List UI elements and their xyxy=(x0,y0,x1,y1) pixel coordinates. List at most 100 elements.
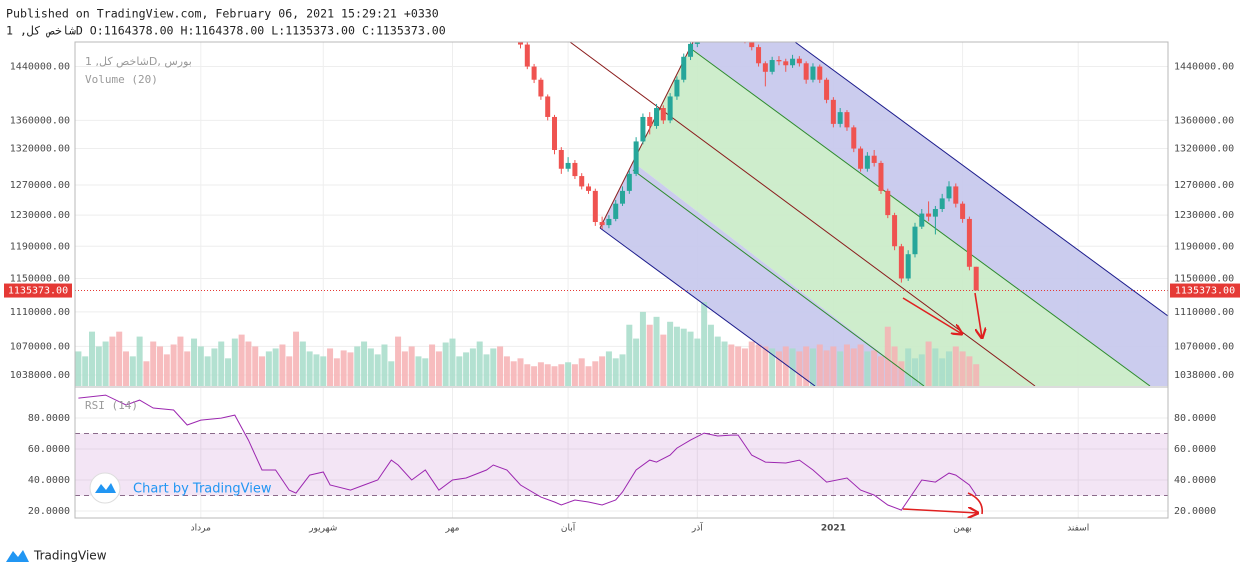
volume-bar xyxy=(109,336,116,386)
volume-bar xyxy=(769,348,776,386)
watermark-logo xyxy=(89,472,121,504)
candle-body xyxy=(620,190,626,204)
volume-bar xyxy=(510,361,517,386)
volume-bar xyxy=(340,350,347,386)
rsi-band xyxy=(75,433,1168,496)
y-tick-label: 20.0000 xyxy=(1174,506,1216,517)
candle-body xyxy=(579,176,585,187)
last-price-label: 1135373.00 xyxy=(1175,286,1235,297)
price-label-bg xyxy=(4,283,72,298)
volume-bar xyxy=(939,358,946,386)
volume-bar xyxy=(673,326,680,386)
candle-body xyxy=(558,149,564,169)
volume-bar xyxy=(95,346,102,386)
candle-body xyxy=(756,47,762,64)
candle-body xyxy=(783,61,789,66)
volume-bar xyxy=(932,348,939,386)
volume-bar xyxy=(803,346,810,386)
x-tick-label: اسفند xyxy=(1067,524,1089,534)
candle-body xyxy=(633,141,639,174)
volume-bar xyxy=(170,344,177,386)
volume-bar xyxy=(272,348,279,386)
header-line: شاخص کل, 1D O:1164378.00 H:1164378.00 L:… xyxy=(6,24,446,39)
volume-bar xyxy=(898,361,905,386)
candle-body xyxy=(837,112,843,124)
candle-body xyxy=(796,58,802,64)
volume-bar xyxy=(911,358,918,386)
candle-body xyxy=(626,173,632,191)
watermark: Chart by TradingView xyxy=(89,472,272,504)
candle-body xyxy=(647,116,653,126)
channel-band xyxy=(633,48,1150,386)
candle-body xyxy=(722,19,727,22)
volume-bar xyxy=(735,346,742,386)
volume-bar xyxy=(259,356,266,386)
volume-bar xyxy=(361,341,368,386)
candle-body xyxy=(892,215,898,247)
candle-body xyxy=(858,148,864,169)
candle-body xyxy=(953,186,959,204)
candle-body xyxy=(769,60,775,72)
candle-body xyxy=(599,222,605,226)
volume-bar xyxy=(871,350,878,386)
volume-bar xyxy=(150,341,157,386)
candle-body xyxy=(545,96,551,117)
volume-bar xyxy=(395,336,402,386)
candle-body xyxy=(736,25,741,29)
volume-bar xyxy=(728,344,735,386)
y-tick-label: 20.0000 xyxy=(28,506,70,517)
candle-body xyxy=(660,108,666,121)
candle-body xyxy=(864,155,870,169)
candle-body xyxy=(531,66,537,80)
volume-bar xyxy=(524,364,531,386)
candle-body xyxy=(912,226,918,255)
volume-bar xyxy=(191,338,198,386)
volume-bar xyxy=(89,331,96,386)
candle-body xyxy=(851,127,857,149)
volume-bar xyxy=(891,346,898,386)
volume-bar xyxy=(483,354,490,386)
candle-body xyxy=(810,66,816,80)
volume-bar xyxy=(687,331,694,386)
candle-body xyxy=(688,43,694,57)
rsi-line xyxy=(78,394,977,511)
volume-bar xyxy=(82,356,89,386)
candle-body xyxy=(552,116,558,150)
volume-bar xyxy=(830,346,837,386)
x-tick-label: شهریور xyxy=(308,524,337,534)
candle-body xyxy=(932,208,938,217)
volume-bar xyxy=(884,326,891,386)
y-tick-label: 40.0000 xyxy=(28,475,70,486)
x-tick-label: بهمن xyxy=(953,524,972,534)
volume-bar xyxy=(177,336,184,386)
y-tick-label: 1038000.00 xyxy=(10,370,70,381)
axes: مرداد شهریور مهر آبان آذر 2021 بهمن اسفند 103800… xyxy=(4,62,1240,534)
volume-bar xyxy=(218,341,225,386)
volume-bar xyxy=(225,358,232,386)
candle-body xyxy=(586,186,592,191)
volume-bar xyxy=(558,364,565,386)
header-line: Published on TradingView.com, February 0… xyxy=(6,7,439,21)
volume-bar xyxy=(796,351,803,386)
volume-bar xyxy=(585,366,592,386)
candle-body xyxy=(885,190,891,216)
legend: RSI (14) xyxy=(85,399,138,412)
y-tick-label: 1230000.00 xyxy=(1174,210,1234,221)
volume-bar xyxy=(293,331,300,386)
volume-bar xyxy=(490,348,497,386)
x-tick-label: مهر xyxy=(445,524,460,534)
volume-bar xyxy=(327,348,334,386)
volume-bar xyxy=(116,331,123,386)
volume-bar xyxy=(374,354,381,386)
last-price-label: 1135373.00 xyxy=(8,286,68,297)
volume-bar xyxy=(694,338,701,386)
volume-bar xyxy=(333,358,340,386)
candle-body xyxy=(729,19,734,25)
y-tick-label: 1360000.00 xyxy=(1174,115,1234,126)
volume-bar xyxy=(469,348,476,386)
x-tick-label: آبان xyxy=(561,522,576,534)
volume-bar xyxy=(306,351,313,386)
channel-line xyxy=(794,42,1168,317)
candle-body xyxy=(790,58,796,66)
volume-bar xyxy=(279,344,286,386)
